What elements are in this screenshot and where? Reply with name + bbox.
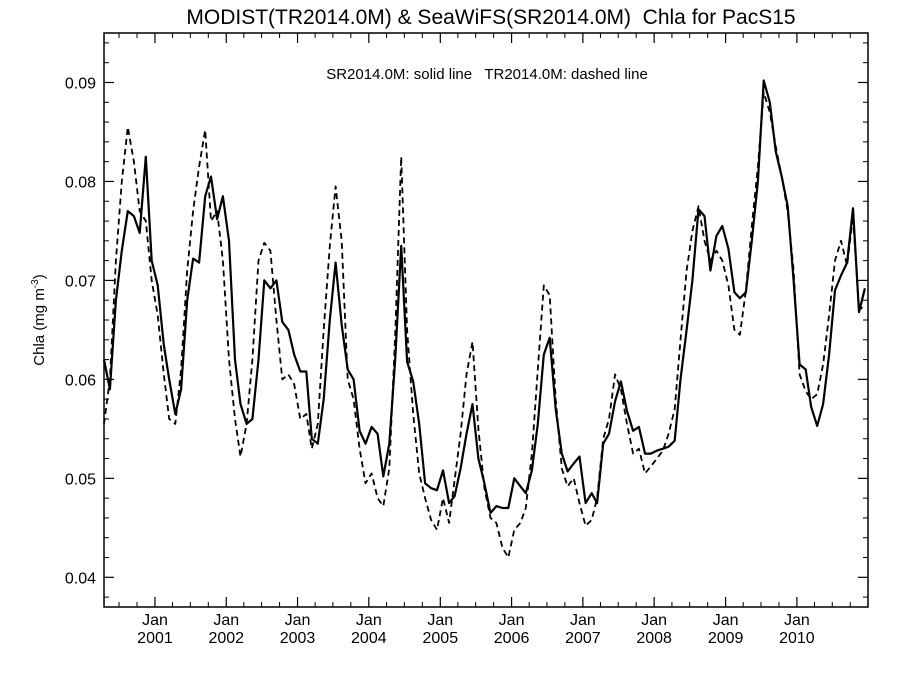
x-tick-month-label: Jan [641,612,667,629]
y-axis-label: Chla (mg m-3) [30,274,48,365]
y-tick-label: 0.08 [65,174,96,191]
x-tick-year-label: 2003 [280,630,316,647]
x-tick-month-label: Jan [713,612,739,629]
x-tick-month-label: Jan [285,612,311,629]
y-axis-label-text: Chla (mg m [31,288,48,366]
y-axis-label-superscript: -3 [30,279,41,288]
series-layer [102,79,866,559]
chart-title: MODIST(TR2014.0M) & SeaWiFS(SR2014.0M) C… [186,6,795,29]
series-line-TR2014.0M [103,91,866,559]
x-tick-year-label: 2007 [565,630,601,647]
y-tick-label: 0.04 [65,570,96,587]
x-tick-month-label: Jan [570,612,596,629]
y-tick-label: 0.07 [65,273,96,290]
axis-tick-labels: 0.040.050.060.070.080.09Jan2001Jan2002Ja… [65,75,815,647]
x-tick-year-label: 2002 [208,630,244,647]
axis-ticks [104,33,868,607]
legend-annotation: SR2014.0M: solid line TR2014.0M: dashed … [326,66,648,83]
y-tick-label: 0.06 [65,372,96,389]
y-tick-label: 0.09 [65,75,96,92]
x-tick-year-label: 2008 [636,630,672,647]
x-tick-year-label: 2009 [708,630,744,647]
x-tick-month-label: Jan [142,612,168,629]
x-tick-year-label: 2010 [779,630,815,647]
x-tick-year-label: 2001 [137,630,173,647]
x-tick-month-label: Jan [427,612,453,629]
x-tick-year-label: 2005 [423,630,459,647]
y-tick-label: 0.05 [65,471,96,488]
x-tick-year-label: 2004 [351,630,387,647]
x-tick-year-label: 2006 [494,630,530,647]
y-axis-label-close: ) [31,274,48,279]
plot-area-frame [103,32,869,608]
x-tick-month-label: Jan [784,612,810,629]
x-tick-month-label: Jan [356,612,382,629]
x-tick-month-label: Jan [499,612,525,629]
x-tick-month-label: Jan [213,612,239,629]
series-line-SR2014.0M [102,79,866,515]
